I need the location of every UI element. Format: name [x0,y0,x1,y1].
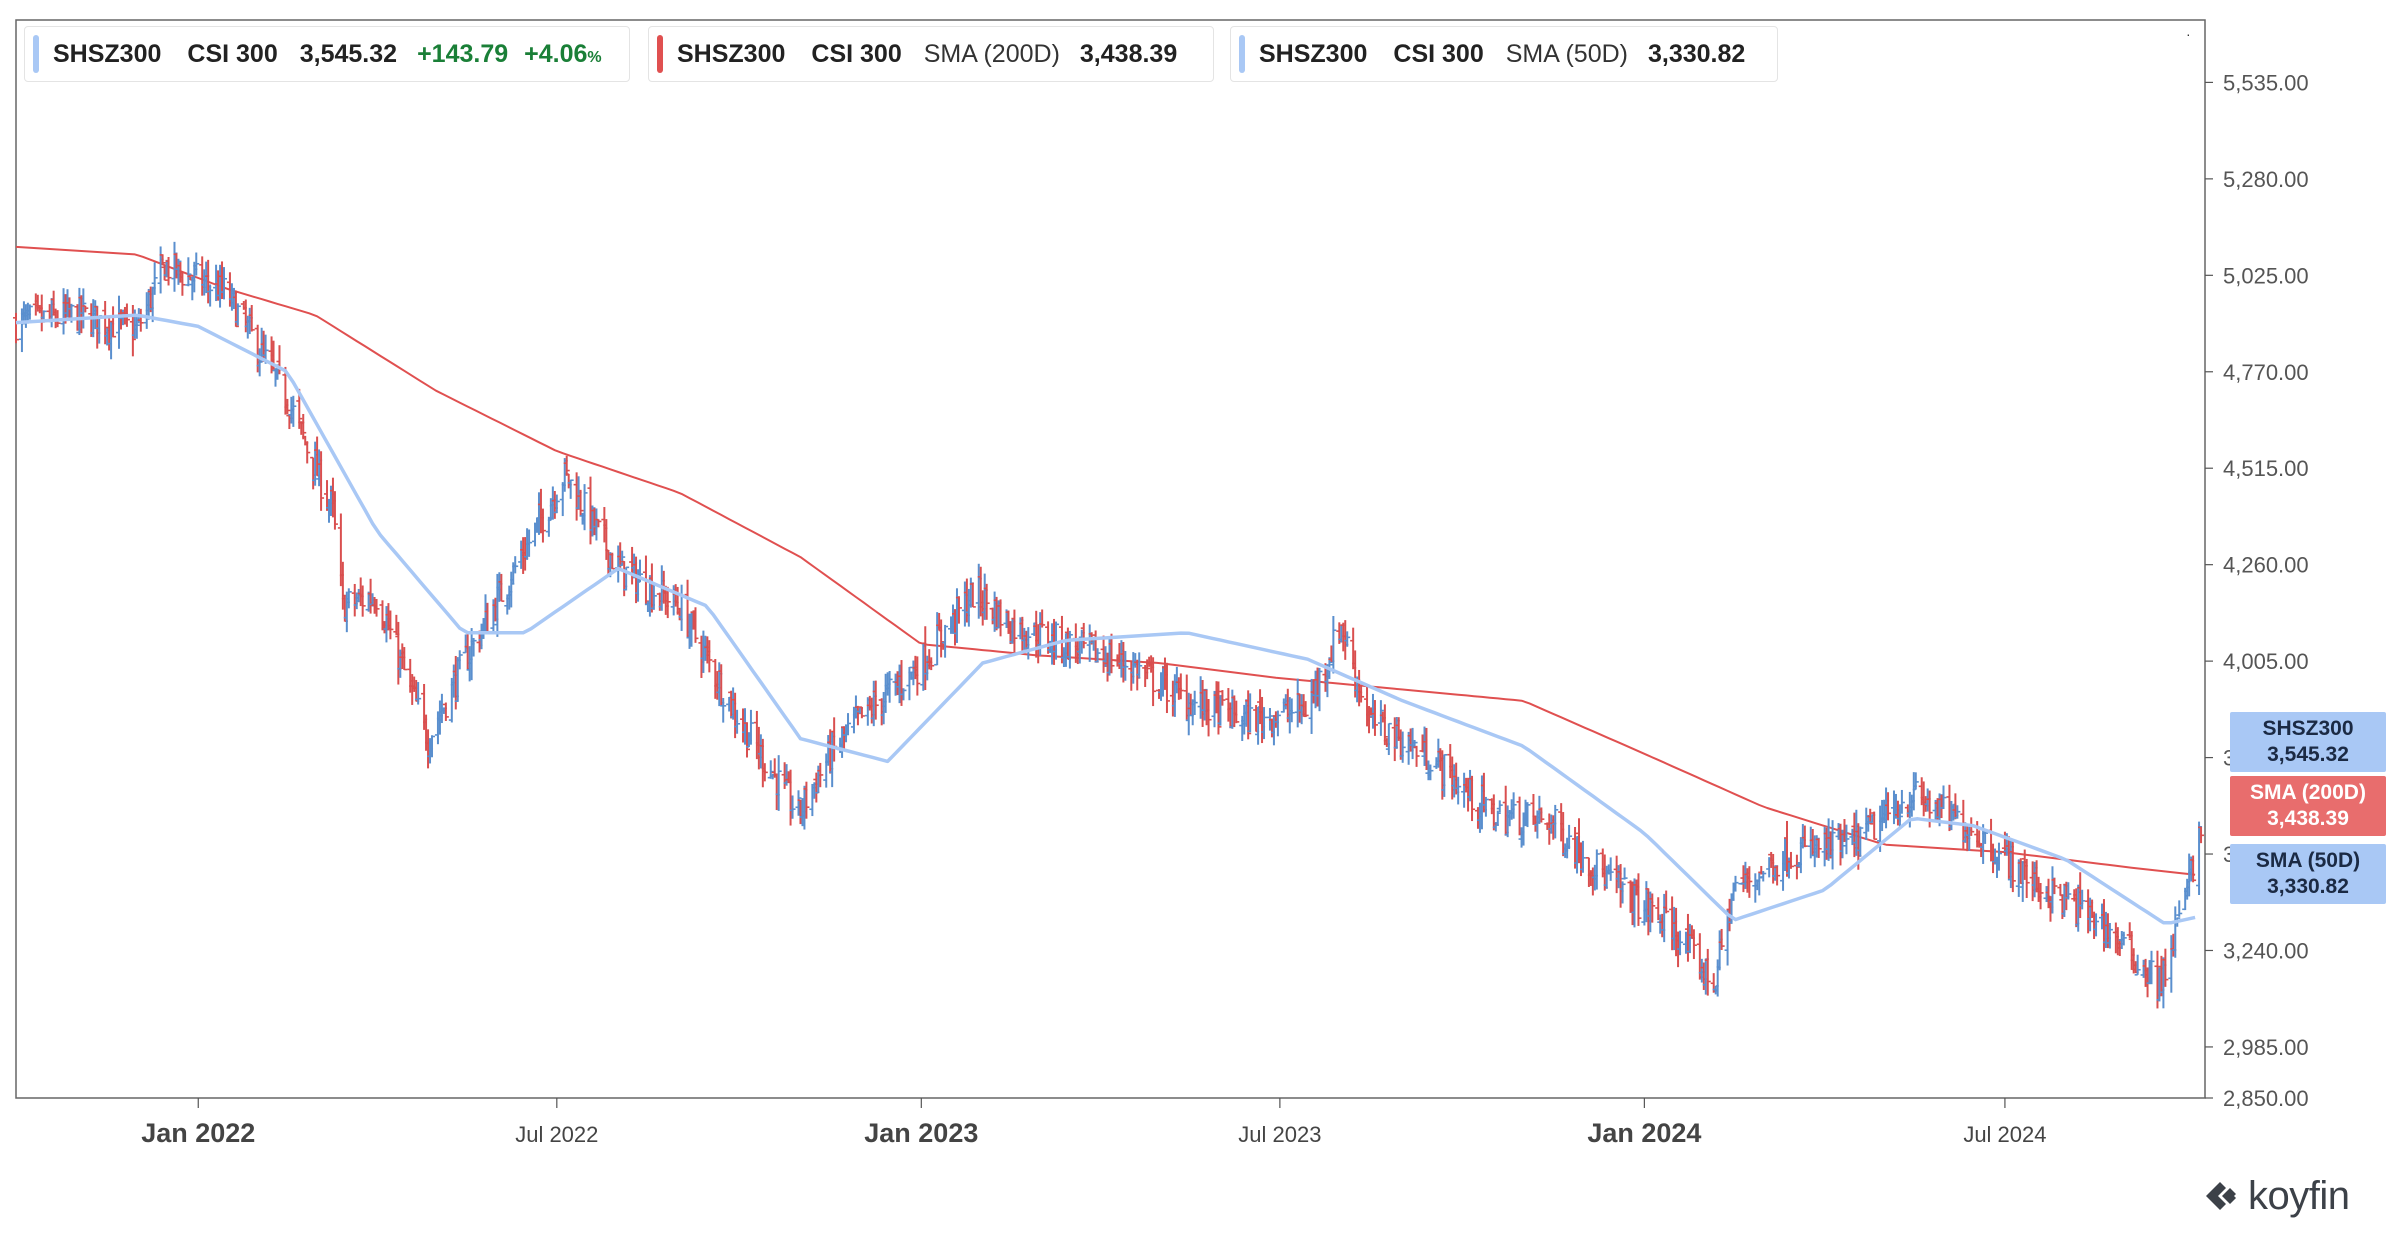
legend-price-value: 3,545.32 [299,39,398,68]
x-tick-label: Jul 2022 [515,1122,598,1147]
legend-price-change: +143.79 [417,39,509,68]
legend-sma200-swatch [657,35,663,73]
price-tag-value: 3,545.32 [2267,743,2349,766]
y-tick-label: 3,240.00 [2223,938,2309,963]
sma50-tag: SMA (50D) 3,330.82 [2230,844,2386,904]
sma200-line [15,245,2196,876]
legend-sma50-name: CSI 300 [1393,39,1484,68]
legend-price-percent-sign: % [587,48,602,66]
sma50-tag-label: SMA (50D) [2255,849,2361,872]
sma50-line [15,313,2196,925]
sma200-tag-label: SMA (200D) [2250,781,2366,804]
sma200-tag: SMA (200D) 3,438.39 [2230,776,2386,836]
sma200-tag-value: 3,438.39 [2267,807,2349,830]
legend-price-name: CSI 300 [187,39,278,68]
price-bars-layer [13,241,2205,1009]
y-tick-label: 4,515.00 [2223,456,2309,481]
sma200-layer [15,245,2196,876]
legend-sma50[interactable]: SHSZ300 CSI 300 SMA (50D) 3,330.82 [1230,26,1778,82]
koyfin-logo[interactable]: koyfin [2200,1172,2380,1220]
legend-sma50-symbol: SHSZ300 [1259,39,1368,68]
legend-sma200-name: CSI 300 [811,39,902,68]
legend-price-swatch [33,35,39,73]
y-tick-label: 5,535.00 [2223,70,2309,95]
legend-sma200[interactable]: SHSZ300 CSI 300 SMA (200D) 3,438.39 [648,26,1214,82]
x-tick-label: Jan 2024 [1587,1118,1701,1148]
x-tick-label: Jul 2023 [1238,1122,1321,1147]
sma50-tag-value: 3,330.82 [2267,875,2349,898]
y-tick-label: 4,005.00 [2223,649,2309,674]
legend-sma50-indicator: SMA (50D) [1505,39,1628,68]
price-tag: SHSZ300 3,545.32 [2230,712,2386,772]
sma50-layer [15,313,2196,925]
y-tick-label: 2,850.00 [2223,1086,2309,1111]
y-tick-label: 5,280.00 [2223,167,2309,192]
y-tick-label: 4,260.00 [2223,553,2309,578]
x-tick-label: Jan 2022 [141,1118,255,1148]
y-tick-label: 5,025.00 [2223,263,2309,288]
y-tick-label: 4,770.00 [2223,360,2309,385]
koyfin-logo-icon [2206,1182,2236,1210]
legend-sma50-value: 3,330.82 [1648,39,1746,68]
corner-marker: · [2186,26,2191,42]
x-axis: Jan 2022 Jul 2022 Jan 2023 Jul 2023 Jan 2024… [141,1098,2047,1148]
price-tag-label: SHSZ300 [2262,717,2354,740]
y-axis: 2,850.002,985.003,240.003,495.003,750.00… [2205,70,2309,1111]
legend-sma200-symbol: SHSZ300 [677,39,786,68]
legend-price-percent: +4.06% [524,40,602,69]
legend-sma200-value: 3,438.39 [1079,39,1178,68]
legend-price-percent-value: +4.06 [524,39,588,68]
legend-sma200-indicator: SMA (200D) [923,39,1060,68]
legend-price-symbol: SHSZ300 [53,39,162,68]
x-tick-label: Jul 2024 [1963,1122,2046,1147]
legend-price[interactable]: SHSZ300 CSI 300 3,545.32 +143.79 +4.06% [24,26,630,82]
koyfin-logo-text: koyfin [2248,1173,2350,1218]
legend-sma50-swatch [1239,35,1245,73]
y-tick-label: 2,985.00 [2223,1035,2309,1060]
plot-frame [15,19,2206,1099]
x-tick-label: Jan 2023 [864,1118,978,1148]
